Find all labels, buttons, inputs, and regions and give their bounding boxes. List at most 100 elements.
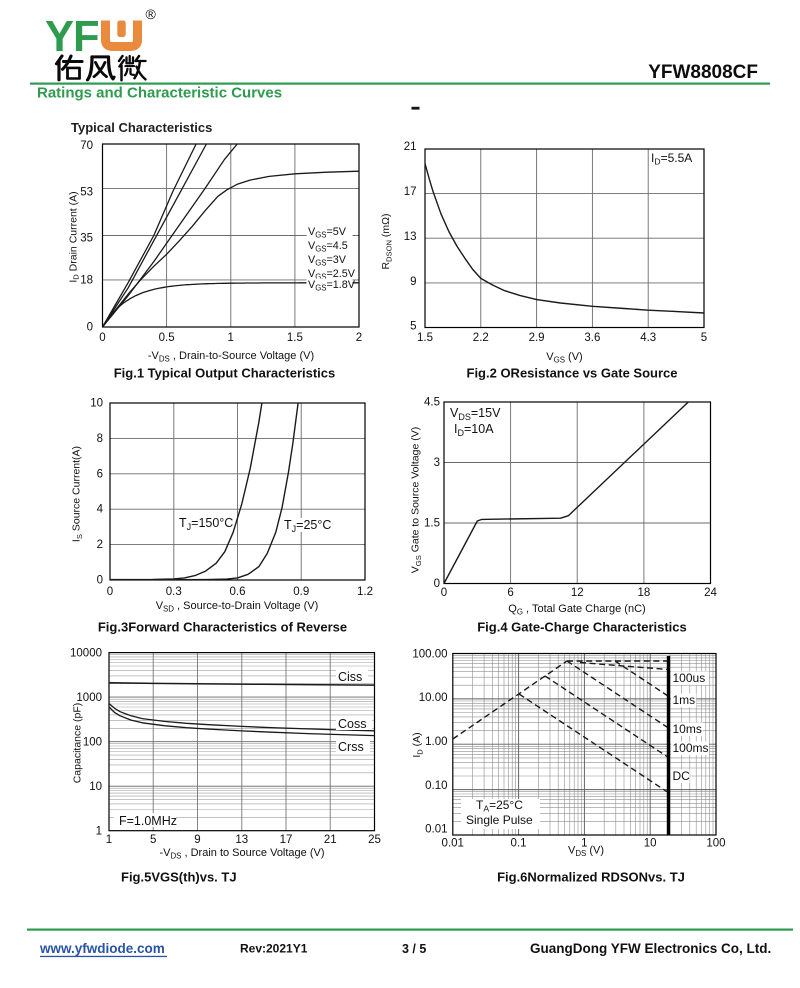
svg-text:9: 9 (194, 834, 200, 846)
svg-text:1: 1 (228, 332, 234, 344)
svg-text:70: 70 (80, 140, 93, 152)
svg-text:ID​=5.5A: ID​=5.5A (651, 151, 692, 167)
svg-text:1000: 1000 (76, 692, 102, 704)
svg-text:1ms: 1ms (673, 693, 696, 707)
svg-text:VDS​ (V): VDS​ (V) (568, 845, 604, 858)
svg-text:13: 13 (404, 231, 417, 243)
svg-text:Fig.6Normalized RDSONvs. TJ: Fig.6Normalized RDSONvs. TJ (497, 870, 685, 885)
svg-text:100: 100 (83, 736, 102, 748)
svg-text:IS​ Source Current(A): IS​ Source Current(A) (71, 446, 84, 542)
svg-text:-VDS​ , Drain to Source Voltag: -VDS​ , Drain to Source Voltage (V) (159, 847, 324, 860)
svg-text:10: 10 (90, 398, 103, 410)
svg-text:4.5: 4.5 (424, 396, 440, 408)
svg-text:0.3: 0.3 (166, 586, 182, 598)
svg-text:1: 1 (581, 838, 587, 850)
svg-text:1: 1 (96, 825, 102, 837)
svg-text:TJ​=25°C: TJ​=25°C (284, 518, 331, 534)
svg-text:3.6: 3.6 (584, 332, 600, 344)
svg-text:0.5: 0.5 (159, 332, 175, 344)
svg-text:53: 53 (80, 187, 93, 199)
svg-text:10: 10 (644, 838, 657, 850)
svg-text:F=1.0MHz: F=1.0MHz (119, 814, 177, 828)
svg-text:YF: YF (45, 13, 99, 61)
svg-text:10: 10 (89, 781, 102, 793)
svg-text:4.3: 4.3 (640, 332, 656, 344)
svg-text:Typical Characteristics: Typical Characteristics (71, 120, 212, 135)
svg-text:0.6: 0.6 (230, 586, 246, 598)
svg-text:1.2: 1.2 (357, 586, 373, 598)
svg-text:3 / 5: 3 / 5 (402, 942, 426, 956)
svg-text:VSD​ , Source-to-Drain Voltage: VSD​ , Source-to-Drain Voltage (V) (156, 600, 319, 613)
svg-text:1.5: 1.5 (287, 332, 303, 344)
svg-text:9: 9 (410, 276, 416, 288)
svg-text:0.10: 0.10 (425, 780, 447, 792)
svg-text:VDS​=15V: VDS​=15V (450, 406, 501, 422)
svg-text:17: 17 (280, 834, 293, 846)
svg-text:GuangDong YFW Electronics Co,: GuangDong YFW Electronics Co, Ltd. (530, 941, 771, 956)
svg-text:0: 0 (434, 578, 440, 590)
svg-text:10000: 10000 (70, 647, 102, 659)
svg-text:VGS​=5V: VGS​=5V (308, 226, 347, 239)
svg-text:0: 0 (87, 322, 93, 334)
svg-text:RDSON​ (mΩ): RDSON​ (mΩ) (380, 213, 393, 269)
svg-text:5: 5 (410, 321, 416, 333)
svg-text:VGS​=4.5: VGS​=4.5 (308, 240, 348, 253)
svg-text:10.00: 10.00 (419, 692, 448, 704)
svg-text:8: 8 (97, 433, 103, 445)
svg-text:17: 17 (404, 186, 417, 198)
svg-text:Coss: Coss (338, 717, 366, 731)
svg-text:Ratings and Characteristic Cur: Ratings and Characteristic Curves (37, 85, 282, 102)
svg-text:0.9: 0.9 (293, 586, 309, 598)
svg-text:Ciss: Ciss (338, 670, 362, 684)
svg-text:VGS​=1.8V: VGS​=1.8V (308, 279, 356, 292)
svg-text:3: 3 (434, 457, 440, 469)
svg-text:100.00: 100.00 (412, 649, 447, 661)
svg-text:0: 0 (107, 586, 113, 598)
svg-text:10ms: 10ms (673, 722, 702, 736)
svg-text:VGS​ Gate to Source Voltage (: VGS​ Gate to Source Voltage (V) (410, 427, 423, 573)
svg-text:0.01: 0.01 (442, 838, 464, 850)
svg-text:QG​ , Total Gate Charge (nC): QG​ , Total Gate Charge (nC) (508, 603, 645, 616)
svg-text:100us: 100us (673, 671, 706, 685)
svg-text:5: 5 (701, 332, 707, 344)
svg-text:21: 21 (324, 834, 337, 846)
svg-text:-VDS​ , Drain-to-Source Voltag: -VDS​ , Drain-to-Source Voltage (V) (148, 350, 314, 363)
svg-text:Rev:2021Y1: Rev:2021Y1 (240, 942, 308, 956)
svg-text:6: 6 (97, 468, 103, 480)
svg-text:DC: DC (673, 769, 691, 783)
svg-text:2: 2 (97, 539, 103, 551)
svg-text:0.01: 0.01 (425, 824, 447, 836)
svg-text:ID​ (A): ID​ (A) (411, 732, 424, 757)
svg-text:Fig.5VGS(th)vs. TJ: Fig.5VGS(th)vs. TJ (121, 870, 237, 885)
svg-text:0.1: 0.1 (511, 838, 527, 850)
svg-text:ID​=10A: ID​=10A (454, 422, 494, 438)
svg-text:2.9: 2.9 (529, 332, 545, 344)
svg-text:0: 0 (97, 575, 103, 587)
svg-text:5: 5 (150, 834, 156, 846)
svg-text:1.00: 1.00 (425, 736, 447, 748)
svg-text:21: 21 (404, 141, 417, 153)
svg-text:Fig.2 OResistance vs Gate Sour: Fig.2 OResistance vs Gate Source (467, 366, 678, 381)
svg-text:Capacitance (pF): Capacitance (pF) (72, 703, 84, 784)
svg-text:VGS​=3V: VGS​=3V (308, 254, 347, 267)
svg-text:0: 0 (441, 587, 447, 599)
svg-text:Fig.4 Gate-Charge Characterist: Fig.4 Gate-Charge Characteristics (477, 620, 687, 635)
svg-text:ID​ Drain Current (A): ID​ Drain Current (A) (67, 191, 80, 282)
svg-text:18: 18 (80, 275, 93, 287)
svg-text:4: 4 (97, 504, 104, 516)
svg-text:TJ​=150°C: TJ​=150°C (179, 516, 233, 532)
svg-text:Fig.1 Typical Output Character: Fig.1 Typical Output Characteristics (114, 366, 336, 381)
svg-text:Single Pulse: Single Pulse (466, 813, 533, 827)
svg-text:2.2: 2.2 (473, 332, 489, 344)
svg-text:12: 12 (571, 587, 584, 599)
svg-text:24: 24 (704, 587, 717, 599)
svg-text:13: 13 (235, 834, 248, 846)
svg-text:TA​=25°C: TA​=25°C (476, 798, 523, 814)
svg-text:Fig.3Forward Characteristics: Fig.3Forward Characteristics of Reverse (98, 620, 347, 635)
svg-text:®: ® (146, 6, 157, 22)
svg-text:1.5: 1.5 (417, 332, 433, 344)
svg-text:0: 0 (99, 332, 105, 344)
svg-text:25: 25 (368, 834, 381, 846)
svg-text:1.5: 1.5 (424, 517, 440, 529)
svg-text:YFW8808CF: YFW8808CF (648, 62, 758, 83)
